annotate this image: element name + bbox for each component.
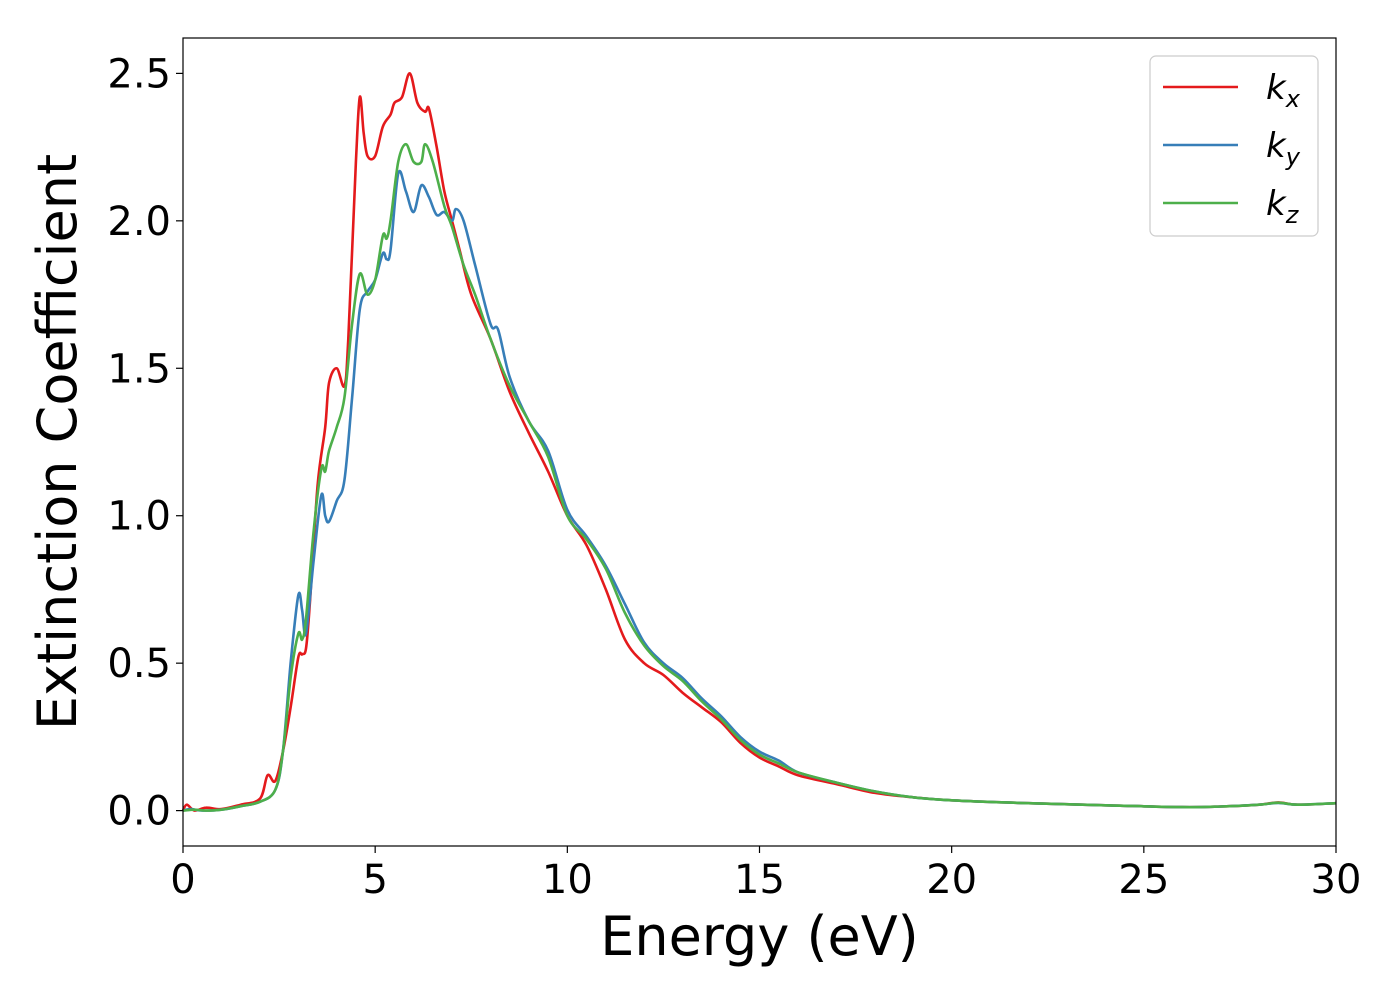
legend-label-ky: ky — [1266, 126, 1301, 171]
x-tick-label: 25 — [1118, 857, 1169, 903]
legend-label-main: k — [1266, 184, 1287, 224]
series-line-kz — [182, 142, 1337, 812]
legend-label-subscript: x — [1285, 85, 1301, 113]
x-axis-label: Energy (eV) — [600, 905, 919, 968]
x-tick-label: 20 — [926, 857, 977, 903]
x-tick-label: 30 — [1311, 857, 1362, 903]
x-tick-label: 15 — [734, 857, 785, 903]
x-axis: 0 5 10 15 20 25 30 — [170, 846, 1361, 903]
legend-label-main: k — [1266, 68, 1287, 108]
x-tick-label: 10 — [542, 857, 593, 903]
series-layer — [181, 72, 1337, 812]
series-line-kx — [181, 72, 1337, 812]
y-tick-label: 2.0 — [107, 199, 171, 245]
y-tick-label: 0.0 — [107, 789, 171, 835]
legend-label-subscript: y — [1285, 143, 1301, 171]
legend-label-kz: kz — [1266, 184, 1300, 229]
x-tick-label: 5 — [362, 857, 387, 903]
y-axis: 0.0 0.5 1.0 1.5 2.0 2.5 — [107, 51, 183, 835]
legend-label-main: k — [1266, 126, 1287, 166]
y-tick-label: 1.5 — [107, 346, 171, 392]
legend-label-subscript: z — [1285, 201, 1300, 229]
x-tick-label: 0 — [170, 857, 195, 903]
y-tick-label: 1.0 — [107, 494, 171, 540]
y-tick-label: 0.5 — [107, 641, 171, 687]
y-tick-label: 2.5 — [107, 51, 171, 97]
y-axis-label: Extinction Coefficient — [26, 154, 89, 730]
legend-label-kx: kx — [1266, 68, 1301, 113]
